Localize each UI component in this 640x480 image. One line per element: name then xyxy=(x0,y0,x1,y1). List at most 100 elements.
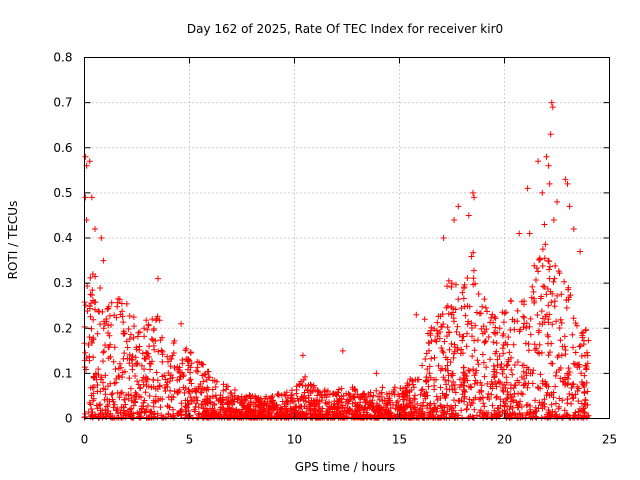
data-point xyxy=(501,381,508,388)
data-point xyxy=(130,314,137,321)
data-point xyxy=(162,387,169,394)
data-point xyxy=(471,406,478,413)
data-point xyxy=(142,408,149,415)
data-point xyxy=(145,350,152,357)
data-point xyxy=(219,414,226,421)
data-point xyxy=(128,410,135,417)
data-point xyxy=(109,390,116,397)
data-point xyxy=(503,396,510,403)
data-point xyxy=(553,318,560,325)
data-point xyxy=(97,285,104,292)
data-point xyxy=(581,372,588,379)
data-point xyxy=(472,394,479,401)
data-point xyxy=(454,347,461,354)
data-point xyxy=(102,342,109,349)
data-point xyxy=(82,410,89,417)
data-point xyxy=(257,398,264,405)
data-point xyxy=(520,368,527,375)
data-point xyxy=(94,388,101,395)
data-point xyxy=(481,403,488,410)
data-point xyxy=(538,293,545,300)
data-point xyxy=(455,397,462,404)
data-point xyxy=(195,404,202,411)
data-point xyxy=(107,380,114,387)
data-point xyxy=(288,392,295,399)
data-point xyxy=(281,401,288,408)
data-point xyxy=(514,359,521,366)
data-point xyxy=(539,246,546,253)
data-point xyxy=(170,406,177,413)
data-point xyxy=(570,344,577,351)
data-point xyxy=(223,386,230,393)
data-point xyxy=(399,406,406,413)
data-point xyxy=(543,381,550,388)
data-point xyxy=(455,412,462,419)
data-point xyxy=(436,335,443,342)
data-point xyxy=(106,312,113,319)
data-point xyxy=(464,274,471,281)
data-point xyxy=(159,373,166,380)
data-point xyxy=(178,406,185,413)
data-point xyxy=(298,378,305,385)
data-point xyxy=(489,385,496,392)
data-point xyxy=(572,349,579,356)
data-point xyxy=(578,370,585,377)
data-point xyxy=(493,383,500,390)
data-point xyxy=(206,374,213,381)
data-point xyxy=(217,396,224,403)
data-point xyxy=(114,405,121,412)
data-points xyxy=(81,99,592,421)
data-point xyxy=(520,382,527,389)
data-point xyxy=(552,383,559,390)
data-point xyxy=(373,370,380,377)
data-point xyxy=(516,410,523,417)
data-point xyxy=(193,367,200,374)
data-point xyxy=(497,402,504,409)
data-point xyxy=(185,386,192,393)
data-point xyxy=(315,388,322,395)
data-point xyxy=(261,395,268,402)
data-point xyxy=(351,393,358,400)
data-point xyxy=(426,363,433,370)
data-point xyxy=(513,399,520,406)
data-point xyxy=(245,405,252,412)
data-point xyxy=(300,376,307,383)
data-point xyxy=(129,356,136,363)
data-point xyxy=(448,340,455,347)
data-point xyxy=(95,366,102,373)
data-point xyxy=(187,394,194,401)
data-point xyxy=(119,369,126,376)
data-point xyxy=(95,371,102,378)
data-point xyxy=(574,364,581,371)
data-point xyxy=(203,377,210,384)
x-tick-label: 5 xyxy=(186,433,194,447)
data-point xyxy=(490,362,497,369)
data-point xyxy=(521,381,528,388)
data-point xyxy=(141,366,148,373)
data-point xyxy=(105,322,112,329)
data-point xyxy=(333,392,340,399)
data-point xyxy=(438,412,445,419)
data-point xyxy=(535,268,542,275)
data-point xyxy=(411,392,418,399)
data-point xyxy=(386,410,393,417)
data-point xyxy=(481,339,488,346)
data-point xyxy=(575,361,582,368)
data-point xyxy=(570,315,577,322)
data-point xyxy=(146,354,153,361)
data-point xyxy=(565,372,572,379)
data-point xyxy=(448,284,455,291)
data-point xyxy=(133,346,140,353)
data-point xyxy=(184,358,191,365)
data-point xyxy=(138,409,145,416)
data-point xyxy=(514,318,521,325)
data-point xyxy=(570,360,577,367)
data-point xyxy=(164,379,171,386)
data-point xyxy=(567,414,574,421)
data-point xyxy=(480,400,487,407)
data-point xyxy=(482,304,489,311)
data-point xyxy=(403,396,410,403)
data-point xyxy=(131,323,138,330)
data-point xyxy=(460,295,467,302)
data-point xyxy=(404,380,411,387)
